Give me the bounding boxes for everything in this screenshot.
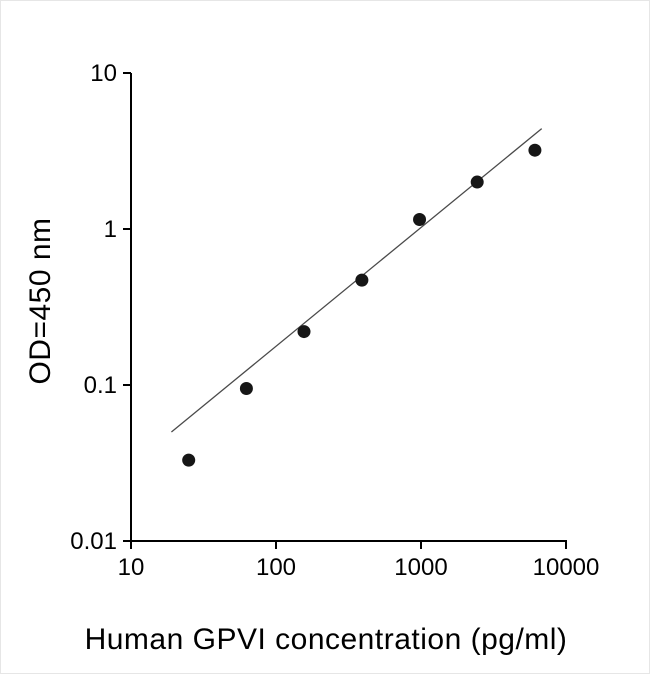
- x-tick-label: 10000: [533, 554, 600, 581]
- y-tick-label: 0.1: [84, 372, 117, 399]
- y-axis-title: OD=450 nm: [24, 217, 57, 385]
- x-tick-label: 100: [256, 554, 296, 581]
- data-point: [528, 143, 542, 157]
- y-tick-label: 0.01: [70, 528, 117, 555]
- data-point: [355, 273, 369, 287]
- x-axis-title: Human GPVI concentration (pg/ml): [84, 623, 568, 656]
- data-point: [239, 381, 253, 395]
- y-tick-label: 1: [104, 216, 117, 243]
- data-point: [182, 453, 196, 467]
- x-tick-label: 1000: [394, 554, 447, 581]
- y-tick-label: 10: [90, 60, 117, 87]
- x-tick-label: 10: [118, 554, 145, 581]
- data-point: [297, 325, 311, 339]
- data-point: [470, 175, 484, 189]
- data-point: [413, 213, 427, 227]
